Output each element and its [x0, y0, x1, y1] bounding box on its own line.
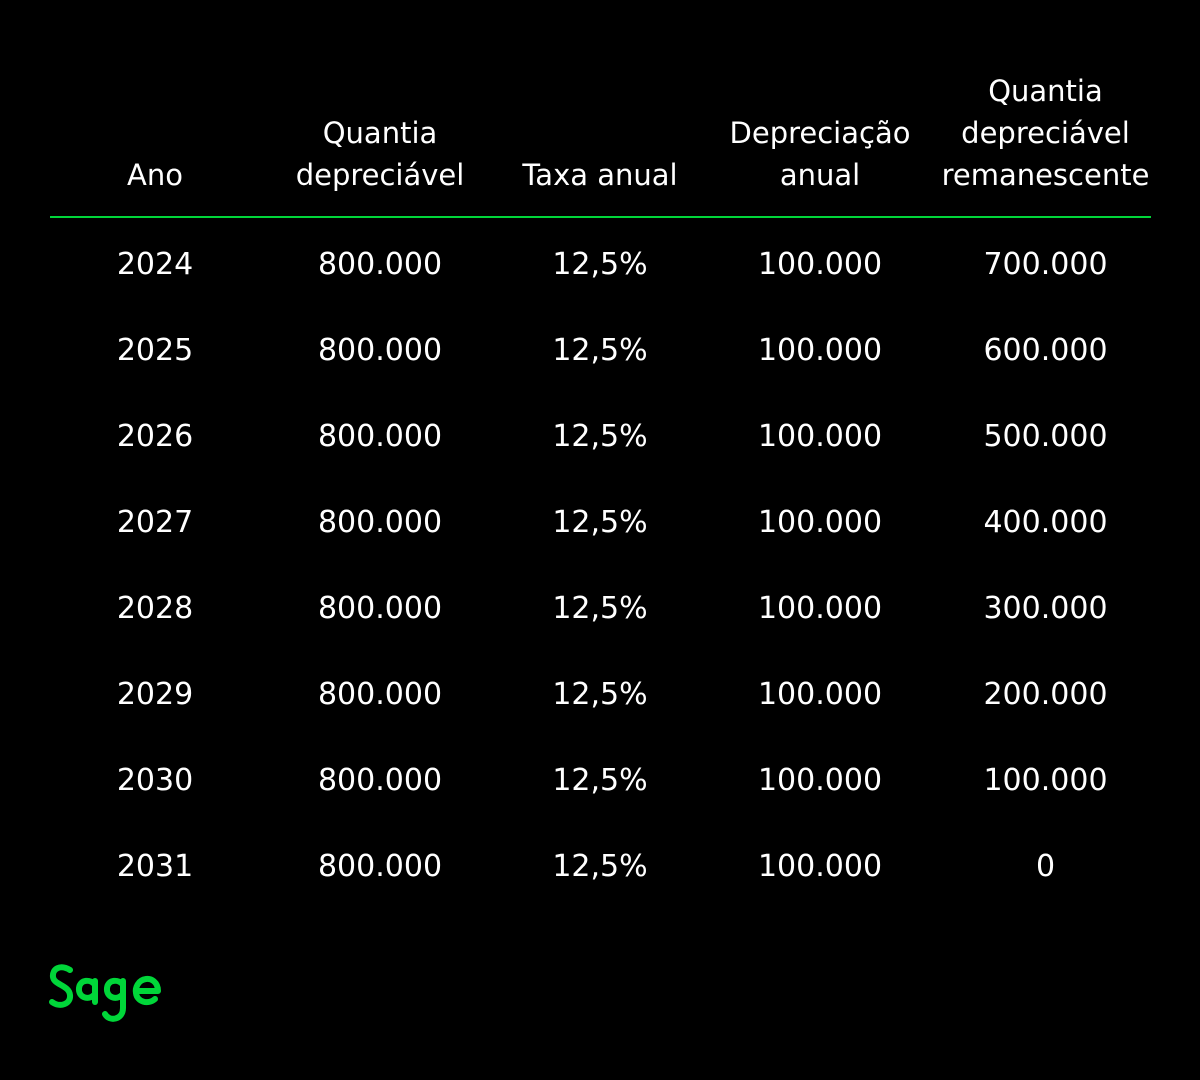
cell-depreciacao-anual: 100.000	[757, 763, 883, 798]
cell-ano: 2030	[116, 763, 194, 798]
cell-depreciacao-anual: 100.000	[757, 677, 883, 712]
cell-ano: 2024	[116, 247, 194, 282]
cell-taxa-anual: 12,5%	[552, 591, 648, 626]
cell-ano: 2028	[116, 591, 194, 626]
cell-quantia-depreciavel: 800.000	[317, 763, 443, 798]
header-taxa-anual: Taxa anual	[500, 70, 700, 218]
depreciation-table-container: Ano Quantia depreciável Taxa anual Depre…	[50, 70, 1151, 910]
table-row: 2025 800.000 12,5% 100.000 600.000	[50, 308, 1151, 394]
cell-quantia-remanescente: 0	[1035, 849, 1056, 884]
table-row: 2028 800.000 12,5% 100.000 300.000	[50, 566, 1151, 652]
table-row: 2027 800.000 12,5% 100.000 400.000	[50, 480, 1151, 566]
cell-depreciacao-anual: 100.000	[757, 849, 883, 884]
cell-quantia-depreciavel: 800.000	[317, 849, 443, 884]
cell-quantia-depreciavel: 800.000	[317, 505, 443, 540]
header-quantia-depreciavel: Quantia depreciável	[260, 70, 500, 218]
cell-quantia-depreciavel: 800.000	[317, 333, 443, 368]
cell-quantia-remanescente: 600.000	[983, 333, 1108, 368]
cell-taxa-anual: 12,5%	[552, 419, 648, 454]
cell-depreciacao-anual: 100.000	[757, 333, 883, 368]
cell-depreciacao-anual: 100.000	[757, 247, 883, 282]
sage-logo-icon	[48, 958, 174, 1034]
header-depreciacao-anual: Depreciação anual	[700, 70, 940, 218]
cell-depreciacao-anual: 100.000	[757, 591, 883, 626]
table-row: 2024 800.000 12,5% 100.000 700.000	[50, 217, 1151, 308]
header-quantia-remanescente: Quantia depreciável remanescente	[940, 70, 1151, 218]
cell-quantia-depreciavel: 800.000	[317, 677, 443, 712]
cell-quantia-remanescente: 400.000	[983, 505, 1108, 540]
cell-quantia-remanescente: 300.000	[983, 591, 1108, 626]
cell-taxa-anual: 12,5%	[552, 333, 648, 368]
cell-ano: 2031	[116, 849, 194, 884]
cell-quantia-remanescente: 500.000	[983, 419, 1108, 454]
table-row: 2030 800.000 12,5% 100.000 100.000	[50, 738, 1151, 824]
cell-quantia-remanescente: 100.000	[983, 763, 1108, 798]
cell-ano: 2029	[116, 677, 194, 712]
cell-ano: 2027	[116, 505, 194, 540]
cell-quantia-depreciavel: 800.000	[317, 247, 443, 282]
cell-taxa-anual: 12,5%	[552, 505, 648, 540]
cell-taxa-anual: 12,5%	[552, 763, 648, 798]
cell-depreciacao-anual: 100.000	[757, 419, 883, 454]
cell-ano: 2026	[116, 419, 194, 454]
header-ano: Ano	[50, 70, 260, 218]
table-header-row: Ano Quantia depreciável Taxa anual Depre…	[50, 70, 1151, 218]
cell-quantia-depreciavel: 800.000	[317, 419, 443, 454]
cell-quantia-remanescente: 200.000	[983, 677, 1108, 712]
table-row: 2031 800.000 12,5% 100.000 0	[50, 824, 1151, 910]
cell-quantia-remanescente: 700.000	[983, 247, 1108, 282]
cell-taxa-anual: 12,5%	[552, 247, 648, 282]
table-row: 2026 800.000 12,5% 100.000 500.000	[50, 394, 1151, 480]
cell-depreciacao-anual: 100.000	[757, 505, 883, 540]
table-row: 2029 800.000 12,5% 100.000 200.000	[50, 652, 1151, 738]
cell-quantia-depreciavel: 800.000	[317, 591, 443, 626]
cell-taxa-anual: 12,5%	[552, 677, 648, 712]
depreciation-table: Ano Quantia depreciável Taxa anual Depre…	[50, 70, 1151, 910]
cell-ano: 2025	[116, 333, 194, 368]
cell-taxa-anual: 12,5%	[552, 849, 648, 884]
